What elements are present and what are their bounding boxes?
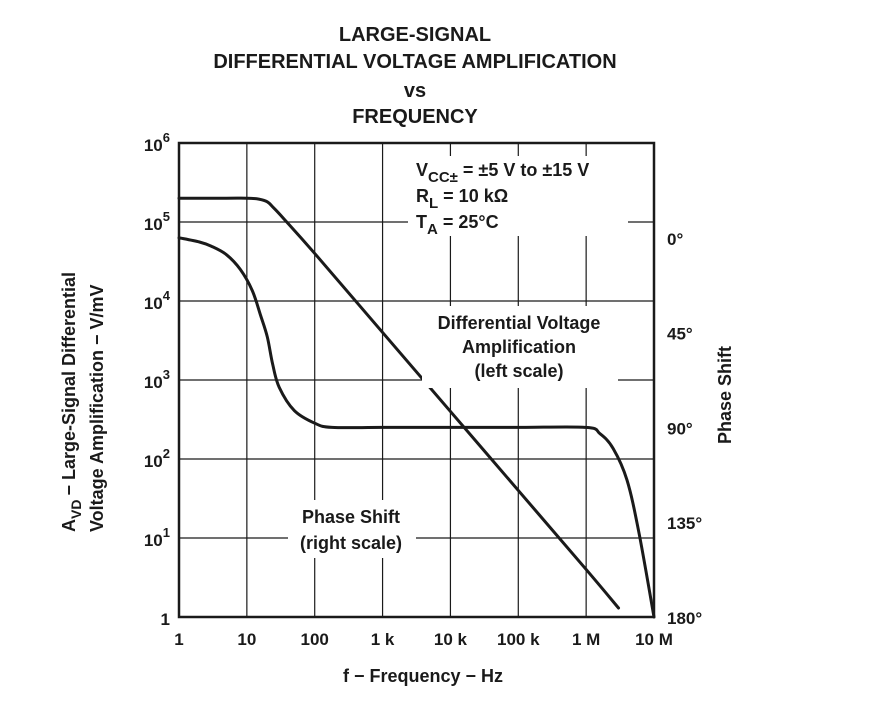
phase-label-line: (right scale) [300, 533, 402, 553]
amp-label-line: Amplification [462, 337, 576, 357]
x-tick-label: 10 M [635, 630, 673, 649]
y-tick-label: 101 [144, 525, 170, 550]
y-tick-label: 103 [144, 367, 170, 392]
x-tick-label: 1 [174, 630, 183, 649]
y-axis-label-line1: AVD − Large-Signal Differential [59, 272, 84, 532]
differential-voltage-amplification-curve [177, 196, 621, 610]
chart-title-line: LARGE-SIGNAL [339, 24, 491, 46]
curves [177, 196, 656, 619]
y2-tick-label: 45° [667, 325, 693, 344]
chart-title-line: vs [404, 80, 426, 102]
amp-label-background [422, 306, 618, 388]
test-condition: VCC± = ±5 V to ±15 V [416, 160, 589, 186]
x-axis-label: f − Frequency − Hz [343, 666, 503, 686]
x-tick-label: 100 [301, 630, 329, 649]
y-tick-label: 104 [144, 288, 171, 313]
x-tick-label: 100 k [497, 630, 540, 649]
chart-title: LARGE-SIGNAL DIFFERENTIAL VOLTAGE AMPLIFI… [213, 24, 616, 128]
y-axis-label-text: − Large-Signal Differential [59, 272, 79, 496]
x-axis-tick-labels: 1 10 100 1 k 10 k 100 k 1 M 10 M [174, 630, 673, 649]
annotation-backgrounds [288, 156, 628, 558]
phase-label-background [288, 500, 416, 558]
y2-tick-label: 180° [667, 609, 702, 628]
y-axis-tick-labels: 1 101 102 103 104 105 106 [144, 130, 171, 629]
y2-tick-label: 90° [667, 419, 693, 438]
y-tick-label: 105 [144, 209, 170, 234]
x-tick-label: 1 M [572, 630, 600, 649]
y-tick-label: 102 [144, 446, 170, 471]
axis-labels: f − Frequency − Hz AVD − Large-Signal Dif… [59, 272, 735, 686]
chart-title-line: DIFFERENTIAL VOLTAGE AMPLIFICATION [213, 51, 616, 73]
amp-label-line: (left scale) [474, 361, 563, 381]
y-tick-label: 106 [144, 130, 170, 155]
y-axis-label-line2: Voltage Amplification − V/mV [87, 284, 107, 532]
y2-axis-tick-labels: 0° 45° 90° 135° 180° [667, 230, 702, 628]
y-tick-label: 1 [161, 610, 170, 629]
conditions-background [408, 156, 628, 236]
plot-frame [177, 141, 656, 619]
y-axis-label-symbol-sub: VD [68, 500, 84, 519]
x-tick-label: 10 k [434, 630, 468, 649]
phase-shift-curve [177, 236, 656, 619]
chart-title-line: FREQUENCY [352, 106, 478, 128]
phase-label-line: Phase Shift [302, 507, 400, 527]
x-tick-label: 1 k [371, 630, 395, 649]
amp-label-line: Differential Voltage [438, 313, 601, 333]
y2-tick-label: 135° [667, 514, 702, 533]
y2-axis-label: Phase Shift [715, 346, 735, 444]
x-tick-label: 10 [237, 630, 256, 649]
test-condition: RL = 10 kΩ [416, 186, 508, 212]
y-axis-label-symbol: A [59, 519, 79, 532]
y2-tick-label: 0° [667, 230, 683, 249]
test-condition: TA = 25°C [416, 212, 499, 238]
